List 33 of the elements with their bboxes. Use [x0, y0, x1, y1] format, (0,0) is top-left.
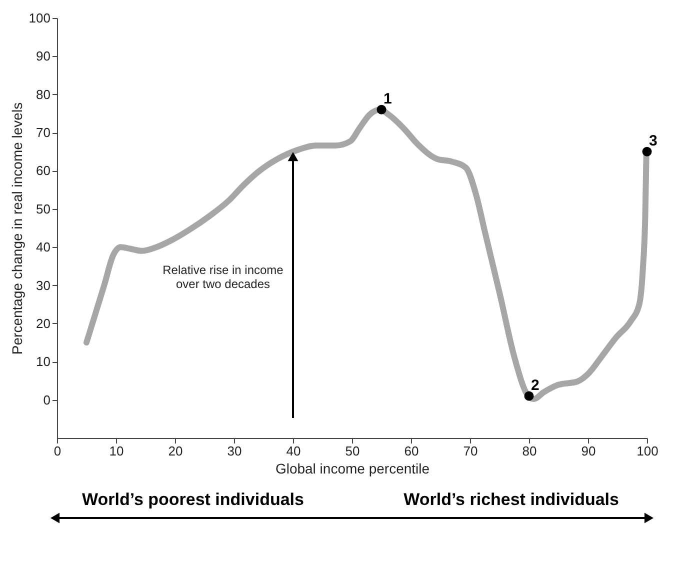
y-axis-title: Percentage change in real income levels [8, 102, 25, 355]
x-tick-label: 40 [286, 444, 301, 458]
x-tick-label: 20 [168, 444, 183, 458]
x-tick-label: 70 [463, 444, 478, 458]
annotation: 3 [649, 132, 658, 150]
x-tick-label: 10 [109, 444, 124, 458]
text: World’s richest individuals [404, 490, 619, 509]
x-tick-label: 100 [636, 444, 658, 458]
y-tick-label: 20 [36, 316, 50, 331]
annotation: 1 [384, 90, 392, 108]
annotation: Relative rise in income over two decades [162, 263, 284, 291]
x-tick-label: 0 [54, 444, 62, 458]
y-tick-label: 50 [36, 201, 50, 216]
y-tick-label: 60 [36, 163, 50, 178]
annotation: 2 [531, 377, 540, 394]
y-tick-label: 100 [28, 10, 50, 26]
text: World’s poorest individuals [82, 490, 304, 509]
x-tick-label: 90 [581, 444, 596, 458]
y-tick-label: 90 [36, 48, 50, 64]
y-tick-label: 10 [36, 354, 50, 370]
y-tick-label: 80 [36, 86, 50, 102]
y-tick-label: 30 [36, 278, 50, 293]
x-axis-title: Global income percentile [275, 460, 430, 476]
y-tick-label: 40 [36, 240, 50, 255]
y-tick-label: 70 [36, 125, 50, 140]
point [524, 391, 534, 401]
point [642, 146, 652, 156]
x-tick-label: 60 [404, 444, 419, 458]
x-tick-label: 30 [227, 444, 242, 458]
point [376, 104, 386, 114]
x-tick-label: 50 [345, 444, 360, 458]
x-tick-label: 80 [522, 444, 537, 458]
y-tick-label: 0 [43, 392, 50, 408]
